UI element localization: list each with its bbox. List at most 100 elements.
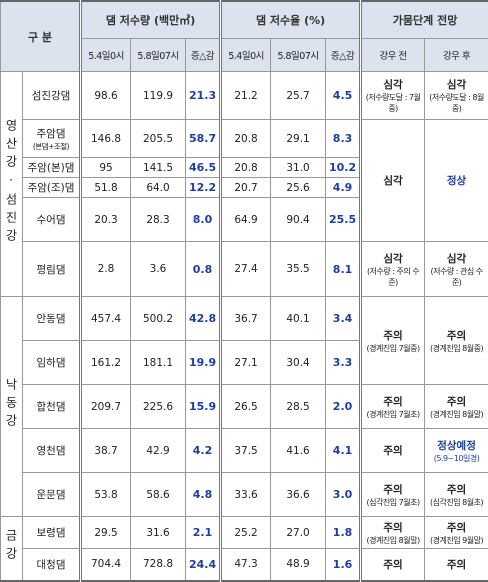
rate-value: 48.9 xyxy=(271,549,326,581)
rate-value: 27.0 xyxy=(271,517,326,549)
rate-value: 4.1 xyxy=(326,429,361,473)
dam-name-cell: 수어댐 xyxy=(23,198,81,242)
rate-value: 21.2 xyxy=(221,72,271,120)
outlook-cell: 정상 xyxy=(425,120,488,242)
outlook-note: (경계진입 8월말) xyxy=(363,535,423,546)
rate-value: 40.1 xyxy=(271,297,326,341)
storage-value: 2.8 xyxy=(81,242,131,297)
dam-name: 평림댐 xyxy=(37,264,66,276)
dam-name: 운문댐 xyxy=(37,489,66,501)
storage-value: 209.7 xyxy=(81,385,131,429)
storage-value: 20.3 xyxy=(81,198,131,242)
col-header: 5.8일07시 xyxy=(131,39,186,72)
outlook-note: (저수량 : 관심 수준) xyxy=(426,266,487,288)
outlook-cell: 심각(저수량 : 주의 수준) xyxy=(361,242,425,297)
storage-value: 95 xyxy=(81,158,131,178)
outlook-level: 주의 xyxy=(426,482,487,497)
storage-value: 181.1 xyxy=(131,341,186,385)
outlook-cell: 주의 xyxy=(361,549,425,581)
storage-value: 42.9 xyxy=(131,429,186,473)
rate-value: 28.5 xyxy=(271,385,326,429)
region-name: 낙동강 xyxy=(3,378,20,432)
storage-value: 31.6 xyxy=(131,517,186,549)
rate-value: 31.0 xyxy=(271,158,326,178)
outlook-cell: 주의(심각진입 7월초) xyxy=(361,473,425,517)
storage-value: 4.8 xyxy=(186,473,221,517)
dam-name-cell: 주암댐(본댐+조절) xyxy=(23,120,81,158)
outlook-cell: 정상예정(5.9~10일경) xyxy=(425,429,488,473)
col-header: 증△감 xyxy=(186,39,221,72)
storage-value: 161.2 xyxy=(81,341,131,385)
outlook-cell: 주의(심각진입 8월초) xyxy=(425,473,488,517)
storage-value: 12.2 xyxy=(186,178,221,198)
outlook-cell: 주의 xyxy=(425,549,488,581)
outlook-level: 주의 xyxy=(426,520,487,535)
outlook-level: 주의 xyxy=(426,394,487,409)
dam-name-cell: 보령댐 xyxy=(23,517,81,549)
rate-value: 2.0 xyxy=(326,385,361,429)
storage-value: 24.4 xyxy=(186,549,221,581)
rate-value: 3.0 xyxy=(326,473,361,517)
dam-name: 주암댐 xyxy=(37,128,66,140)
outlook-note: (경계진입 8월말) xyxy=(426,409,487,420)
outlook-level: 심각 xyxy=(363,251,423,266)
storage-value: 3.6 xyxy=(131,242,186,297)
region-name: 영산강·섬진강 xyxy=(3,119,20,247)
rate-value: 3.3 xyxy=(326,341,361,385)
outlook-level: 주의 xyxy=(426,328,487,343)
outlook-level: 정상예정 xyxy=(426,438,487,453)
outlook-level: 심각 xyxy=(363,77,423,92)
rate-value: 41.6 xyxy=(271,429,326,473)
dam-name: 주암(조)댐 xyxy=(28,182,75,194)
outlook-level: 심각 xyxy=(426,251,487,266)
rate-value: 47.3 xyxy=(221,549,271,581)
rate-value: 25.5 xyxy=(326,198,361,242)
dam-note: (본댐+조절) xyxy=(24,141,78,152)
dam-name: 임하댐 xyxy=(37,357,66,369)
outlook-cell: 심각(저수량도달 : 7월중) xyxy=(361,72,425,120)
outlook-note: (경계진입 8월중) xyxy=(426,343,487,354)
dam-name-cell: 평림댐 xyxy=(23,242,81,297)
dam-name: 주암(본)댐 xyxy=(28,162,75,174)
col-header: 5.4일0시 xyxy=(221,39,271,72)
storage-value: 8.0 xyxy=(186,198,221,242)
storage-value: 58.7 xyxy=(186,120,221,158)
outlook-cell: 주의(경계진입 8월중) xyxy=(425,297,488,385)
outlook-cell: 주의 xyxy=(361,429,425,473)
col-header: 5.8일07시 xyxy=(271,39,326,72)
rate-value: 20.8 xyxy=(221,158,271,178)
outlook-level: 주의 xyxy=(426,557,487,572)
outlook-cell: 심각(저수량도달 : 8월중) xyxy=(425,72,488,120)
storage-value: 51.8 xyxy=(81,178,131,198)
rate-value: 3.4 xyxy=(326,297,361,341)
storage-value: 28.3 xyxy=(131,198,186,242)
dam-name: 대청댐 xyxy=(37,559,66,571)
outlook-cell: 주의(경계진입 7월초) xyxy=(361,385,425,429)
dam-name-cell: 영천댐 xyxy=(23,429,81,473)
storage-value: 46.5 xyxy=(186,158,221,178)
rate-value: 36.7 xyxy=(221,297,271,341)
rate-value: 1.8 xyxy=(326,517,361,549)
outlook-note: (경계진입 7월중) xyxy=(363,343,423,354)
dam-name-cell: 대청댐 xyxy=(23,549,81,581)
outlook-level: 주의 xyxy=(363,443,423,458)
group-label: 구 분 xyxy=(1,1,81,72)
storage-value: 146.8 xyxy=(81,120,131,158)
dam-name: 섬진강댐 xyxy=(32,90,71,102)
dam-name-cell: 운문댐 xyxy=(23,473,81,517)
outlook-note: (저수량도달 : 7월중) xyxy=(363,92,423,114)
rate-title: 댐 저수율 (%) xyxy=(221,1,361,39)
storage-value: 42.8 xyxy=(186,297,221,341)
dam-name: 수어댐 xyxy=(37,214,66,226)
rate-value: 4.9 xyxy=(326,178,361,198)
outlook-level: 주의 xyxy=(363,328,423,343)
rate-value: 10.2 xyxy=(326,158,361,178)
storage-value: 2.1 xyxy=(186,517,221,549)
region-cell: 영산강·섬진강 xyxy=(1,72,23,297)
dam-name-cell: 주암(본)댐 xyxy=(23,158,81,178)
